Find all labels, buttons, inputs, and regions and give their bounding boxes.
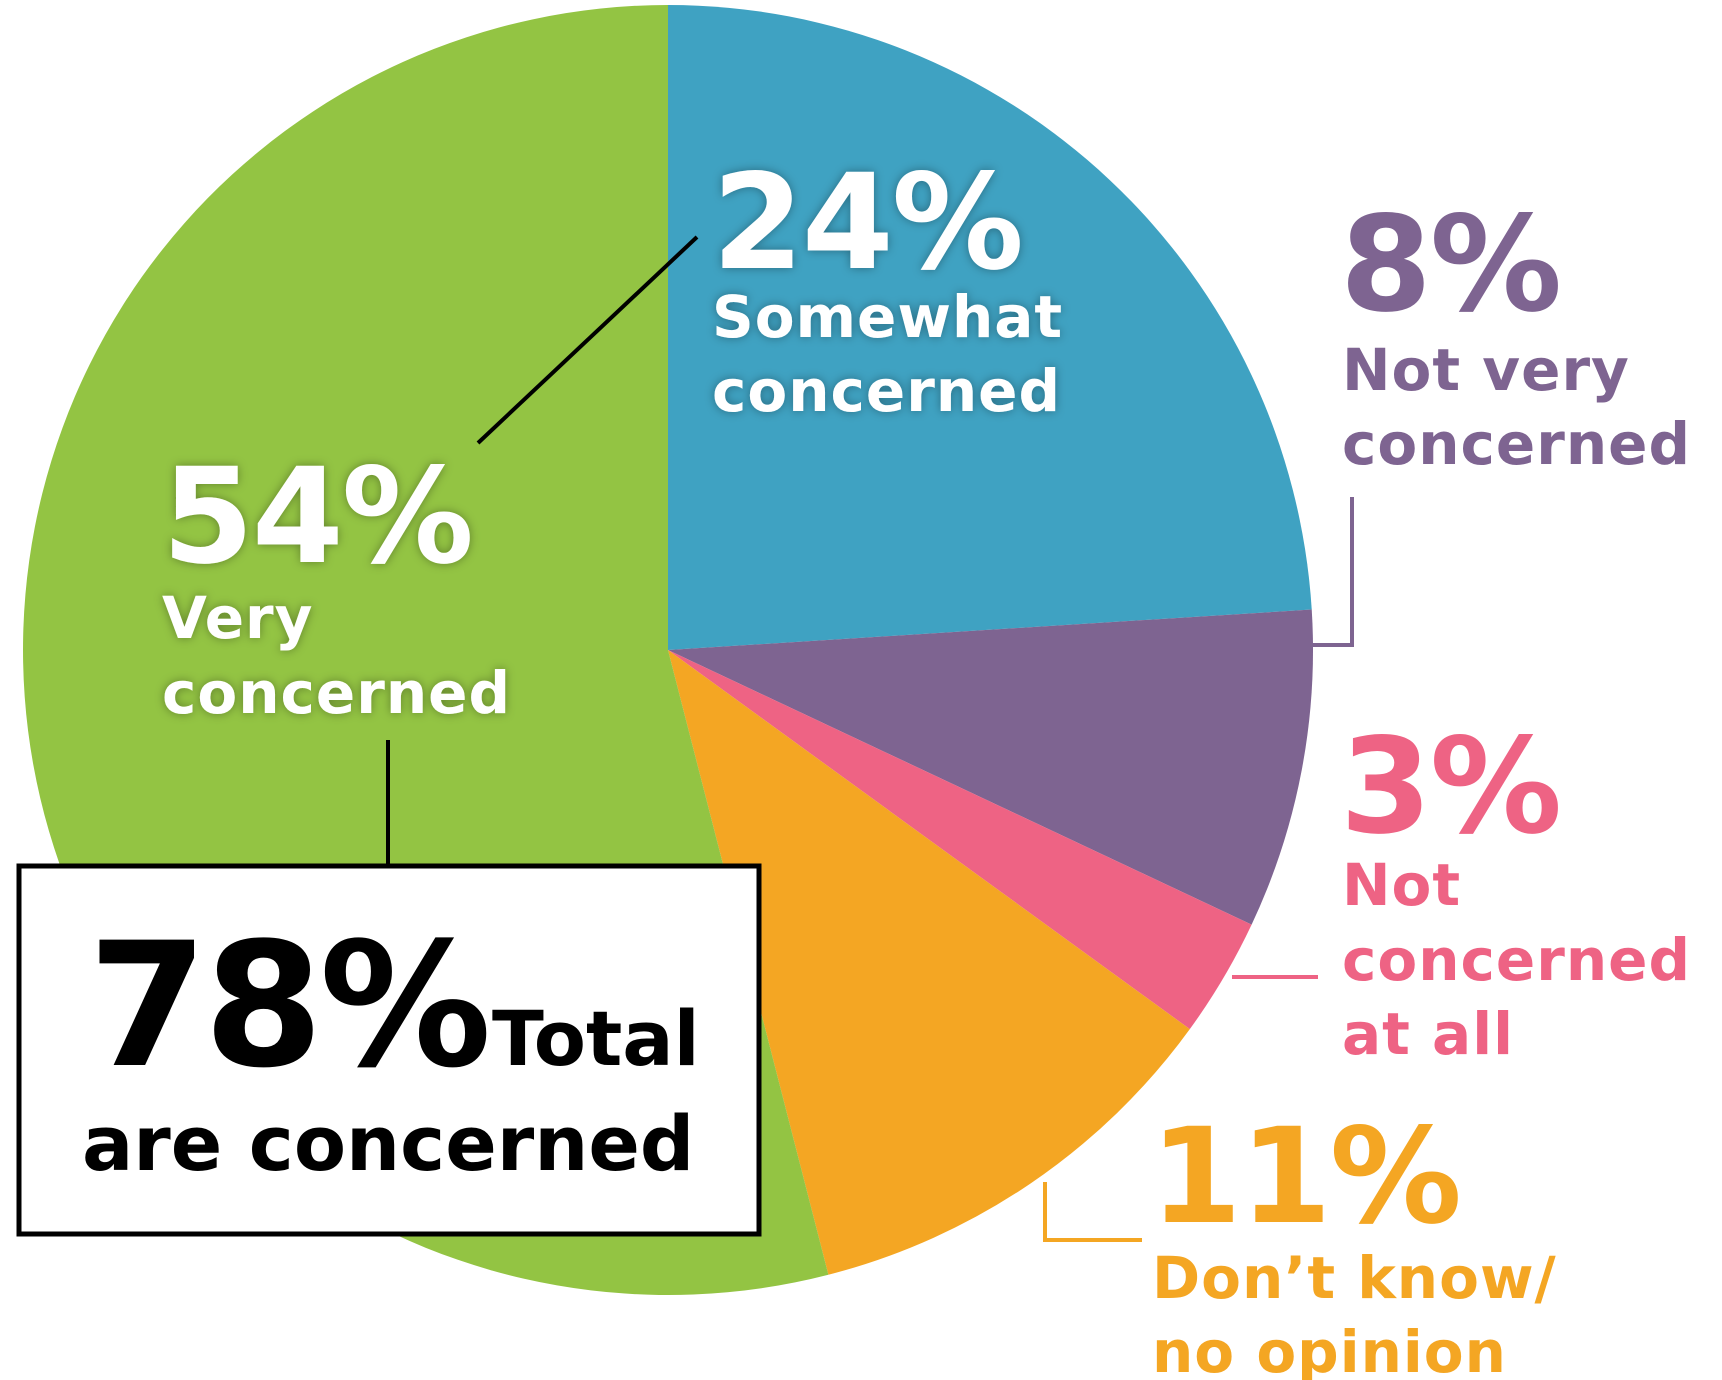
not-concerned-at-all-label-line1: Not	[1342, 851, 1461, 919]
not-concerned-at-all-label-line3: at all	[1342, 1000, 1514, 1068]
label-not-very-concerned: 8% Not very concerned	[1340, 188, 1691, 478]
pie-slice-somewhat	[668, 5, 1312, 650]
pie-slice-not-at-all	[668, 650, 1252, 1030]
total-callout-pct: 78%	[88, 905, 488, 1106]
somewhat-concerned-label-line1: Somewhat	[712, 283, 1063, 351]
not-very-concerned-label-line1: Not very	[1342, 336, 1630, 404]
leader-lines	[386, 235, 1354, 1242]
very-concerned-pct: 54%	[162, 440, 472, 594]
label-very-concerned: 54% Very concerned	[162, 440, 511, 727]
dont-know-pct: 11%	[1150, 1100, 1460, 1254]
not-concerned-at-all-label-line2: concerned	[1342, 926, 1691, 994]
very-concerned-label-line1: Very	[162, 584, 313, 652]
leader-dont-know	[1043, 1182, 1142, 1242]
leader-not-very	[1312, 497, 1354, 647]
pie-slice-dont-know	[668, 650, 1190, 1275]
dont-know-label-line1: Don’t know/	[1152, 1244, 1557, 1312]
not-concerned-at-all-pct: 3%	[1340, 710, 1560, 864]
not-very-concerned-label-line2: concerned	[1342, 410, 1691, 478]
not-very-concerned-pct: 8%	[1340, 188, 1560, 342]
somewhat-concerned-pct: 24%	[712, 146, 1022, 300]
label-not-concerned-at-all: 3% Not concerned at all	[1340, 710, 1691, 1068]
very-concerned-label-line2: concerned	[162, 659, 511, 727]
total-callout: 78% Total are concerned	[16, 863, 762, 1237]
label-somewhat-concerned: 24% Somewhat concerned	[712, 146, 1063, 425]
total-callout-box	[16, 863, 762, 1237]
total-callout-line2: are concerned	[82, 1099, 694, 1188]
dont-know-label-line2: no opinion	[1152, 1318, 1507, 1380]
total-callout-word: Total	[492, 994, 700, 1083]
pie-slice-not-very	[668, 609, 1314, 925]
somewhat-concerned-label-line2: concerned	[712, 357, 1061, 425]
leader-somewhat	[476, 235, 699, 445]
label-dont-know: 11% Don’t know/ no opinion	[1150, 1100, 1557, 1380]
